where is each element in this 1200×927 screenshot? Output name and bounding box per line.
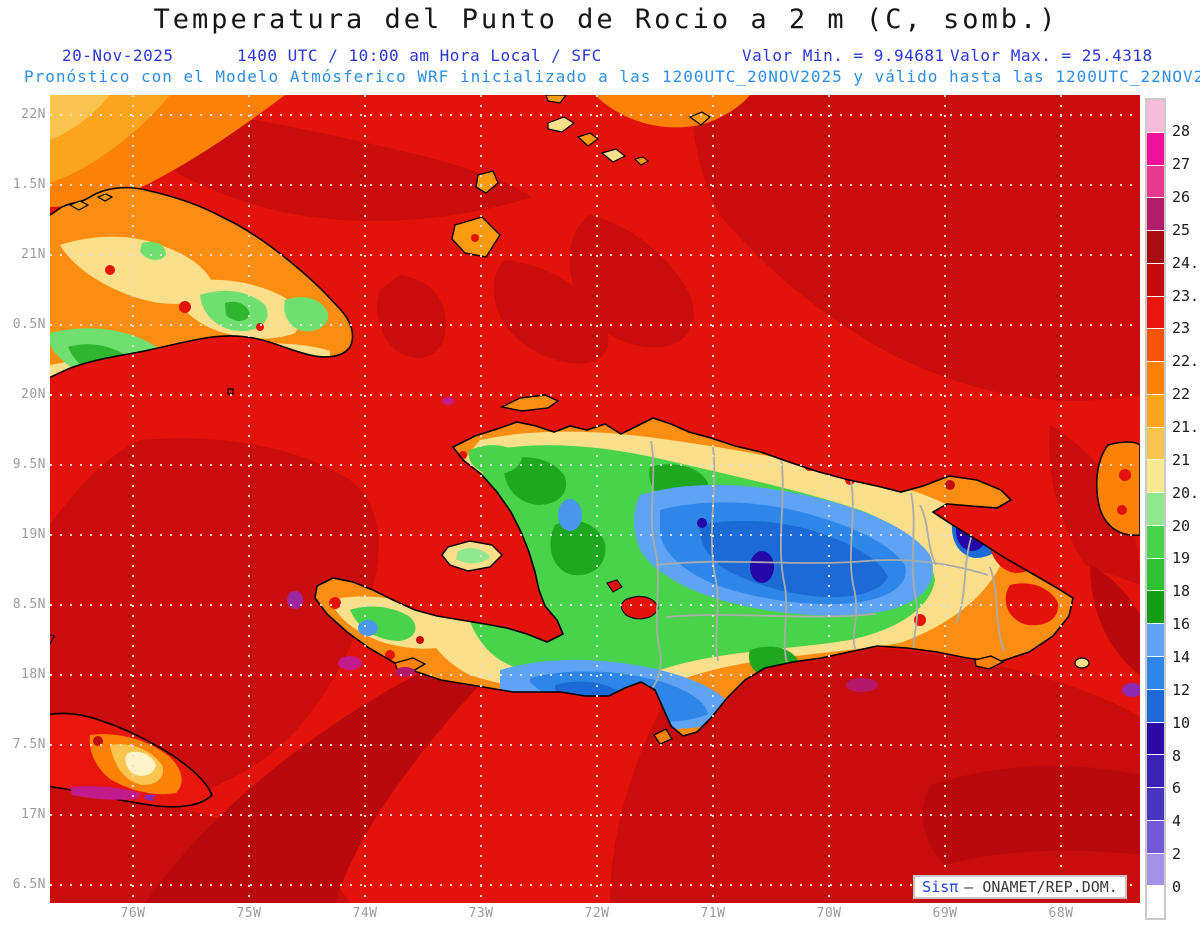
colorbar-segment <box>1147 329 1164 362</box>
lat-tick-label: 19N <box>21 527 46 542</box>
value-max-label: Valor Max. = 25.4318 <box>950 46 1153 65</box>
lat-tick-label: 0.5N <box>12 317 46 332</box>
colorbar-tick-label: 8 <box>1172 746 1182 765</box>
lon-tick-label: 70W <box>816 906 842 921</box>
colorbar-segment <box>1147 525 1164 558</box>
lat-tick-label: 1.5N <box>12 177 46 192</box>
colorbar-segment <box>1147 296 1164 329</box>
colorbar-segment <box>1147 853 1164 886</box>
colorbar-tick-label: 2 <box>1172 845 1182 864</box>
colorbar-tick-label: 6 <box>1172 779 1182 798</box>
colorbar-segment <box>1147 100 1164 132</box>
colorbar-tick-label: 23 <box>1172 319 1191 338</box>
watermark-org: – ONAMET/REP.DOM. <box>964 878 1118 896</box>
lon-tick-label: 76W <box>120 906 146 921</box>
colorbar-segment <box>1147 591 1164 624</box>
forecast-run-time: 1400 UTC / 10:00 am Hora Local / SFC <box>237 46 602 65</box>
colorbar-segment <box>1147 165 1164 198</box>
model-info-line: Pronóstico con el Modelo Atmósferico WRF… <box>24 67 1200 86</box>
lat-tick-label: 18N <box>21 667 46 682</box>
colorbar-tick-label: 16 <box>1172 615 1191 634</box>
colorbar-tick-label: 18 <box>1172 582 1191 601</box>
page-title: Temperatura del Punto de Rocio a 2 m (C,… <box>153 4 1059 35</box>
colorbar-segment <box>1147 788 1164 820</box>
colorbar-tick-label: 20.5 <box>1172 483 1200 502</box>
colorbar-tick-label: 14 <box>1172 647 1191 666</box>
colorbar-segment <box>1147 689 1164 722</box>
map-area <box>37 94 1142 903</box>
colorbar-tick-label: 0 <box>1172 877 1182 896</box>
colorbar-segment <box>1147 460 1164 493</box>
colorbar-tick-label: 20 <box>1172 516 1191 535</box>
lat-tick-label: 9.5N <box>12 457 46 472</box>
colorbar-segment <box>1147 132 1164 165</box>
colorbar-segment <box>1147 427 1164 460</box>
colorbar-segment <box>1147 394 1164 427</box>
colorbar-tick-label: 12 <box>1172 680 1191 699</box>
lon-tick-label: 75W <box>236 906 262 921</box>
watermark-box: Sisπ – ONAMET/REP.DOM. <box>913 875 1127 899</box>
colorbar-segment <box>1147 493 1164 525</box>
colorbar-segment <box>1147 362 1164 394</box>
colorbar-segment <box>1147 657 1164 689</box>
value-min-label: Valor Min. = 9.94681 <box>742 46 945 65</box>
colorbar-segment <box>1147 820 1164 853</box>
lon-tick-label: 72W <box>584 906 610 921</box>
colorbar-tick-label: 23.5 <box>1172 286 1200 305</box>
watermark-brand: Sisπ <box>922 878 959 896</box>
lat-tick-label: 17N <box>21 807 46 822</box>
lon-tick-label: 74W <box>352 906 378 921</box>
colorbar-segment <box>1147 722 1164 755</box>
colorbar-tick-label: 24.5 <box>1172 253 1200 272</box>
colorbar-tick-label: 22 <box>1172 385 1191 404</box>
colorbar-tick-label: 27 <box>1172 155 1191 174</box>
colorbar <box>1145 98 1166 920</box>
colorbar-segment <box>1147 558 1164 591</box>
colorbar-segment <box>1147 231 1164 263</box>
weather-map <box>37 94 1142 903</box>
lat-tick-label: 7.5N <box>12 737 46 752</box>
colorbar-tick-label: 10 <box>1172 713 1191 732</box>
colorbar-tick-label: 19 <box>1172 549 1191 568</box>
forecast-date: 20-Nov-2025 <box>62 46 174 65</box>
colorbar-tick-label: 28 <box>1172 122 1191 141</box>
colorbar-tick-label: 22.5 <box>1172 352 1200 371</box>
colorbar-segment <box>1147 263 1164 296</box>
lat-tick-label: 22N <box>21 107 46 122</box>
lat-tick-label: 21N <box>21 247 46 262</box>
colorbar-tick-label: 25 <box>1172 220 1191 239</box>
lat-tick-label: 20N <box>21 387 46 402</box>
colorbar-segment <box>1147 624 1164 657</box>
lat-tick-label: 8.5N <box>12 597 46 612</box>
lat-tick-label: 6.5N <box>12 877 46 892</box>
colorbar-tick-label: 26 <box>1172 188 1191 207</box>
lon-tick-label: 71W <box>700 906 726 921</box>
colorbar-segment <box>1147 755 1164 788</box>
colorbar-tick-label: 21 <box>1172 450 1191 469</box>
lon-tick-label: 73W <box>468 906 494 921</box>
colorbar-tick-label: 4 <box>1172 812 1182 831</box>
colorbar-tick-label: 21.5 <box>1172 418 1200 436</box>
lon-tick-label: 69W <box>932 906 958 921</box>
colorbar-segment <box>1147 886 1164 919</box>
lon-tick-label: 68W <box>1048 906 1074 921</box>
colorbar-segment <box>1147 198 1164 231</box>
